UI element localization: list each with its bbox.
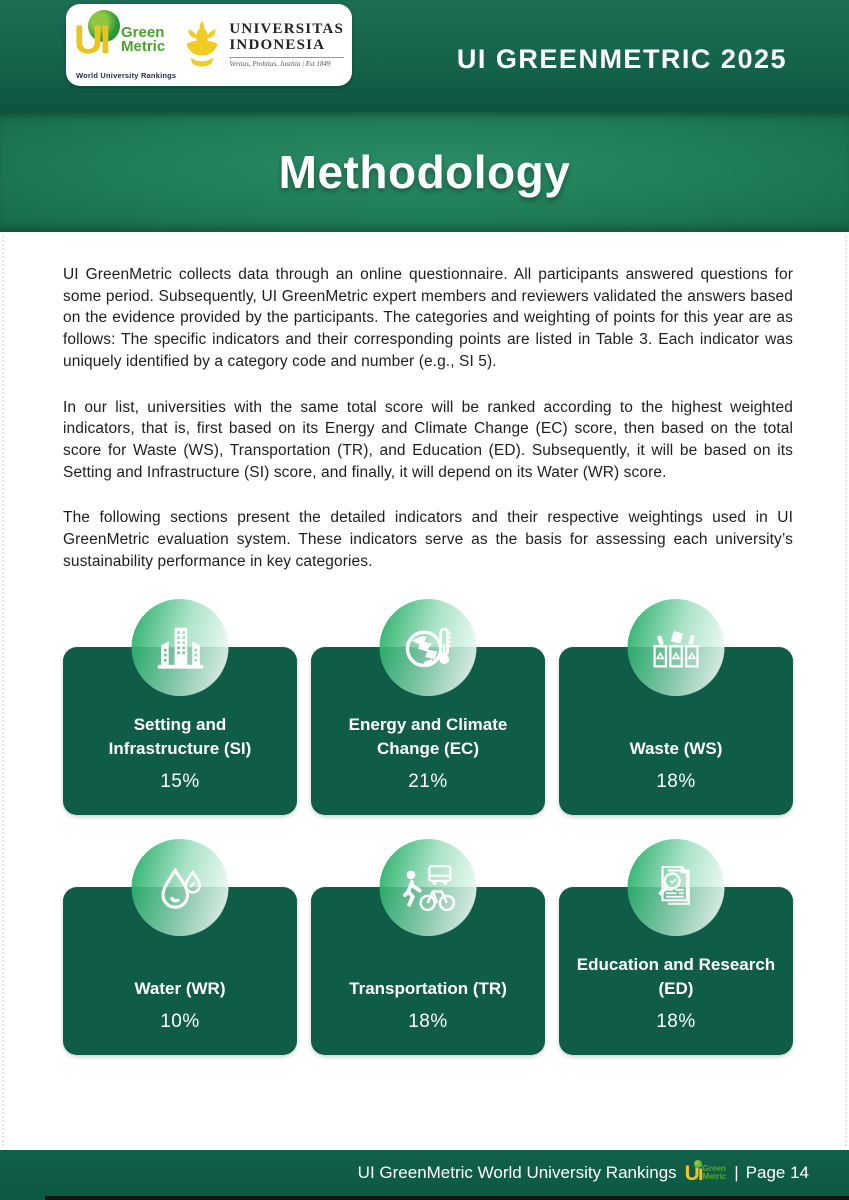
category-title: Transportation (TR) xyxy=(349,978,507,998)
universitas-indonesia-logo: UNIVERSITAS INDONESIA Veritas, Probitas,… xyxy=(181,19,344,71)
page-number: Page 14 xyxy=(745,1163,809,1182)
recycle-bins-icon xyxy=(652,631,699,668)
category-title: Water (WR) xyxy=(134,978,226,998)
category-title: Education and Research (ED) xyxy=(576,954,776,998)
paragraph-ranking-rules: In our list, universities with the same … xyxy=(63,398,793,481)
globe-icon xyxy=(693,1159,702,1168)
category-cards-grid: Setting and Infrastructure (SI) 15% xyxy=(63,599,793,1056)
category-card-ec: Energy and Climate Change (EC) 21% xyxy=(311,599,545,816)
greenmetric-tagline: World University Rankings xyxy=(76,71,177,80)
category-card-si: Setting and Infrastructure (SI) 15% xyxy=(63,599,297,816)
category-card-ed: Education and Research (ED) 18% xyxy=(559,839,793,1056)
greenmetric-ui-letters: UI xyxy=(74,18,111,62)
category-weight: 21% xyxy=(408,771,448,793)
page-title: Methodology xyxy=(278,146,571,198)
makara-emblem-icon xyxy=(186,20,219,67)
globe-thermometer-icon xyxy=(405,627,451,668)
paragraph-methodology-intro: UI GreenMetric collects data through an … xyxy=(63,266,793,370)
page-footer: UI GreenMetric World University Rankings… xyxy=(0,1150,849,1200)
footer-bottom-strip xyxy=(45,1196,849,1200)
university-name: UNIVERSITAS INDONESIA xyxy=(229,21,344,53)
globe-icon xyxy=(88,10,120,42)
category-card-ws: Waste (WS) 18% xyxy=(559,599,793,816)
document-magnifier-icon xyxy=(658,865,690,905)
category-weight: 18% xyxy=(408,1011,448,1033)
university-motto: Veritas, Probitas, Justitia | Est 1849 xyxy=(229,56,344,68)
category-weight: 10% xyxy=(160,1011,200,1033)
page-body: UI GreenMetric collects data through an … xyxy=(0,232,849,1150)
greenmetric-logo: UI Green Metric World University Ranking… xyxy=(74,10,177,80)
greenmetric-word-metric: Metric xyxy=(121,38,166,56)
page-header: UI Green Metric World University Ranking… xyxy=(0,0,849,112)
paragraph-sections-intro: The following sections present the detai… xyxy=(63,509,793,570)
header-title: UI GREENMETRIC 2025 xyxy=(456,44,787,74)
greenmetric-mini-logo: Ui Green Metric xyxy=(684,1159,727,1185)
title-banner: Methodology xyxy=(0,112,849,232)
water-drops-icon xyxy=(160,867,201,909)
buildings-icon xyxy=(157,627,203,669)
logo-card: UI Green Metric World University Ranking… xyxy=(66,4,352,86)
category-card-tr: Transportation (TR) 18% xyxy=(311,839,545,1056)
walk-bike-bus-icon xyxy=(402,864,455,912)
category-weight: 15% xyxy=(160,771,200,793)
footer-rankings-text: UI GreenMetric World University Rankings xyxy=(357,1163,677,1182)
footer-separator: | xyxy=(734,1163,739,1182)
greenmetric-word-green: Green xyxy=(121,24,165,41)
category-title: Setting and Infrastructure (SI) xyxy=(108,714,252,758)
category-card-wr: Water (WR) 10% xyxy=(63,839,297,1056)
category-title: Energy and Climate Change (EC) xyxy=(348,714,508,758)
category-title: Waste (WS) xyxy=(629,738,723,758)
category-weight: 18% xyxy=(656,1011,696,1033)
category-weight: 18% xyxy=(656,771,696,793)
